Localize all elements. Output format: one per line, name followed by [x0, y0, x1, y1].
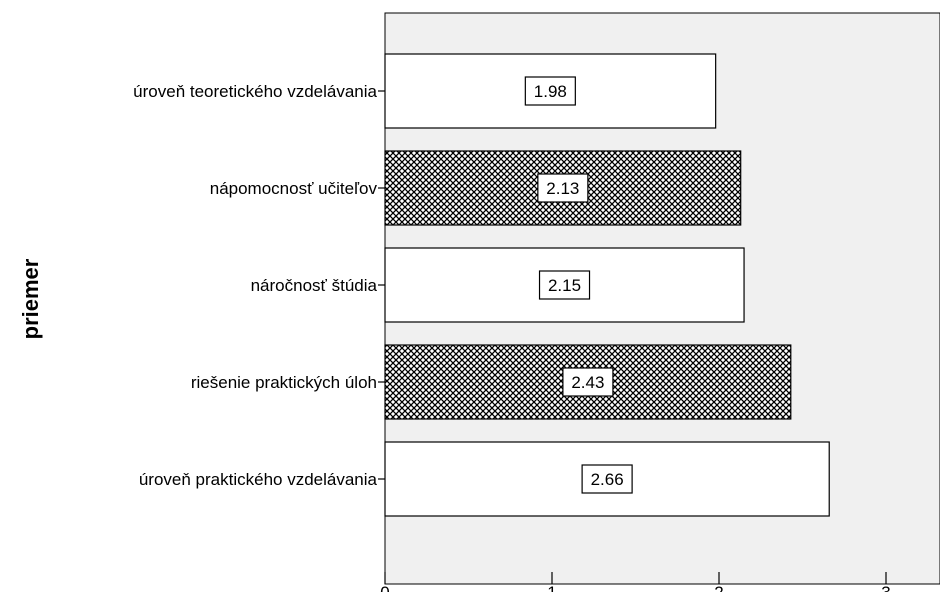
data-label-box — [538, 270, 591, 300]
category-label: úroveň teoretického vzdelávania — [133, 82, 377, 101]
category-label: úroveň praktického vzdelávania — [139, 470, 378, 489]
y-axis-title: priemer — [18, 258, 43, 339]
data-label: 2.13 — [546, 179, 579, 198]
category-label: nápomocnosť učiteľov — [210, 179, 378, 198]
category-label: riešenie praktických úloh — [191, 373, 377, 392]
data-label-box — [562, 367, 614, 397]
x-tick-label: 1 — [547, 583, 556, 592]
category-label: náročnosť štúdia — [251, 276, 378, 295]
data-label: 2.15 — [548, 276, 581, 295]
data-label-box — [581, 464, 633, 494]
data-label: 2.43 — [571, 373, 604, 392]
data-label-box — [524, 76, 576, 106]
x-tick-label: 0 — [380, 583, 389, 592]
x-tick-label: 2 — [714, 583, 723, 592]
data-label: 1.98 — [534, 82, 567, 101]
data-label-box — [537, 173, 589, 203]
data-label: 2.66 — [591, 470, 624, 489]
x-tick-label: 3 — [881, 583, 890, 592]
